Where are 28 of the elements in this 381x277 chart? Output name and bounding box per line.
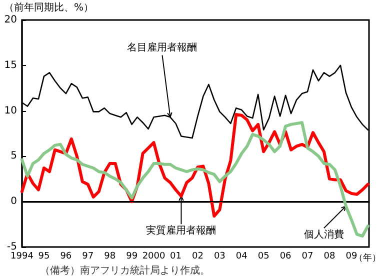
x-tick-label: 05 <box>258 252 270 262</box>
line-series <box>20 121 370 238</box>
x-tick-label: 96 <box>60 252 72 262</box>
x-tick-label: 98 <box>104 252 116 262</box>
x-tick-label: 97 <box>82 252 94 262</box>
y-tick-label: 0 <box>10 196 17 208</box>
x-tick-label: 1994 <box>10 252 34 262</box>
y-tick-label: 15 <box>4 60 17 71</box>
x-tick-label: 08 <box>324 252 336 262</box>
annotation: 実質雇用者報酬 <box>146 224 216 237</box>
x-tick-label: 07 <box>302 252 314 262</box>
y-tick-label: 20 <box>4 14 17 26</box>
x-tick-label: 2000 <box>142 252 166 262</box>
annotation: 個人消費 <box>304 228 344 241</box>
y-axis-title: （前年同期比、%） <box>4 2 94 14</box>
y-tick-label: -5 <box>7 242 17 252</box>
x-tick-label: 02 <box>192 252 204 262</box>
x-tick-label: 04 <box>236 252 248 262</box>
x-tick-label: 01 <box>170 252 182 262</box>
x-tick-label: 99 <box>126 252 138 262</box>
text: （備考）南アフリカ統計局より作成。 <box>40 264 210 276</box>
x-tick-label: 06 <box>280 252 292 262</box>
y-tick-label: 5 <box>10 150 17 162</box>
y-tick-label: 10 <box>4 105 17 116</box>
x-tick-label: 95 <box>38 252 50 262</box>
x-tick-label: 09 <box>346 252 358 262</box>
x-tick-label: 03 <box>214 252 226 262</box>
annotation: 名目雇用者報酬 <box>127 42 198 54</box>
